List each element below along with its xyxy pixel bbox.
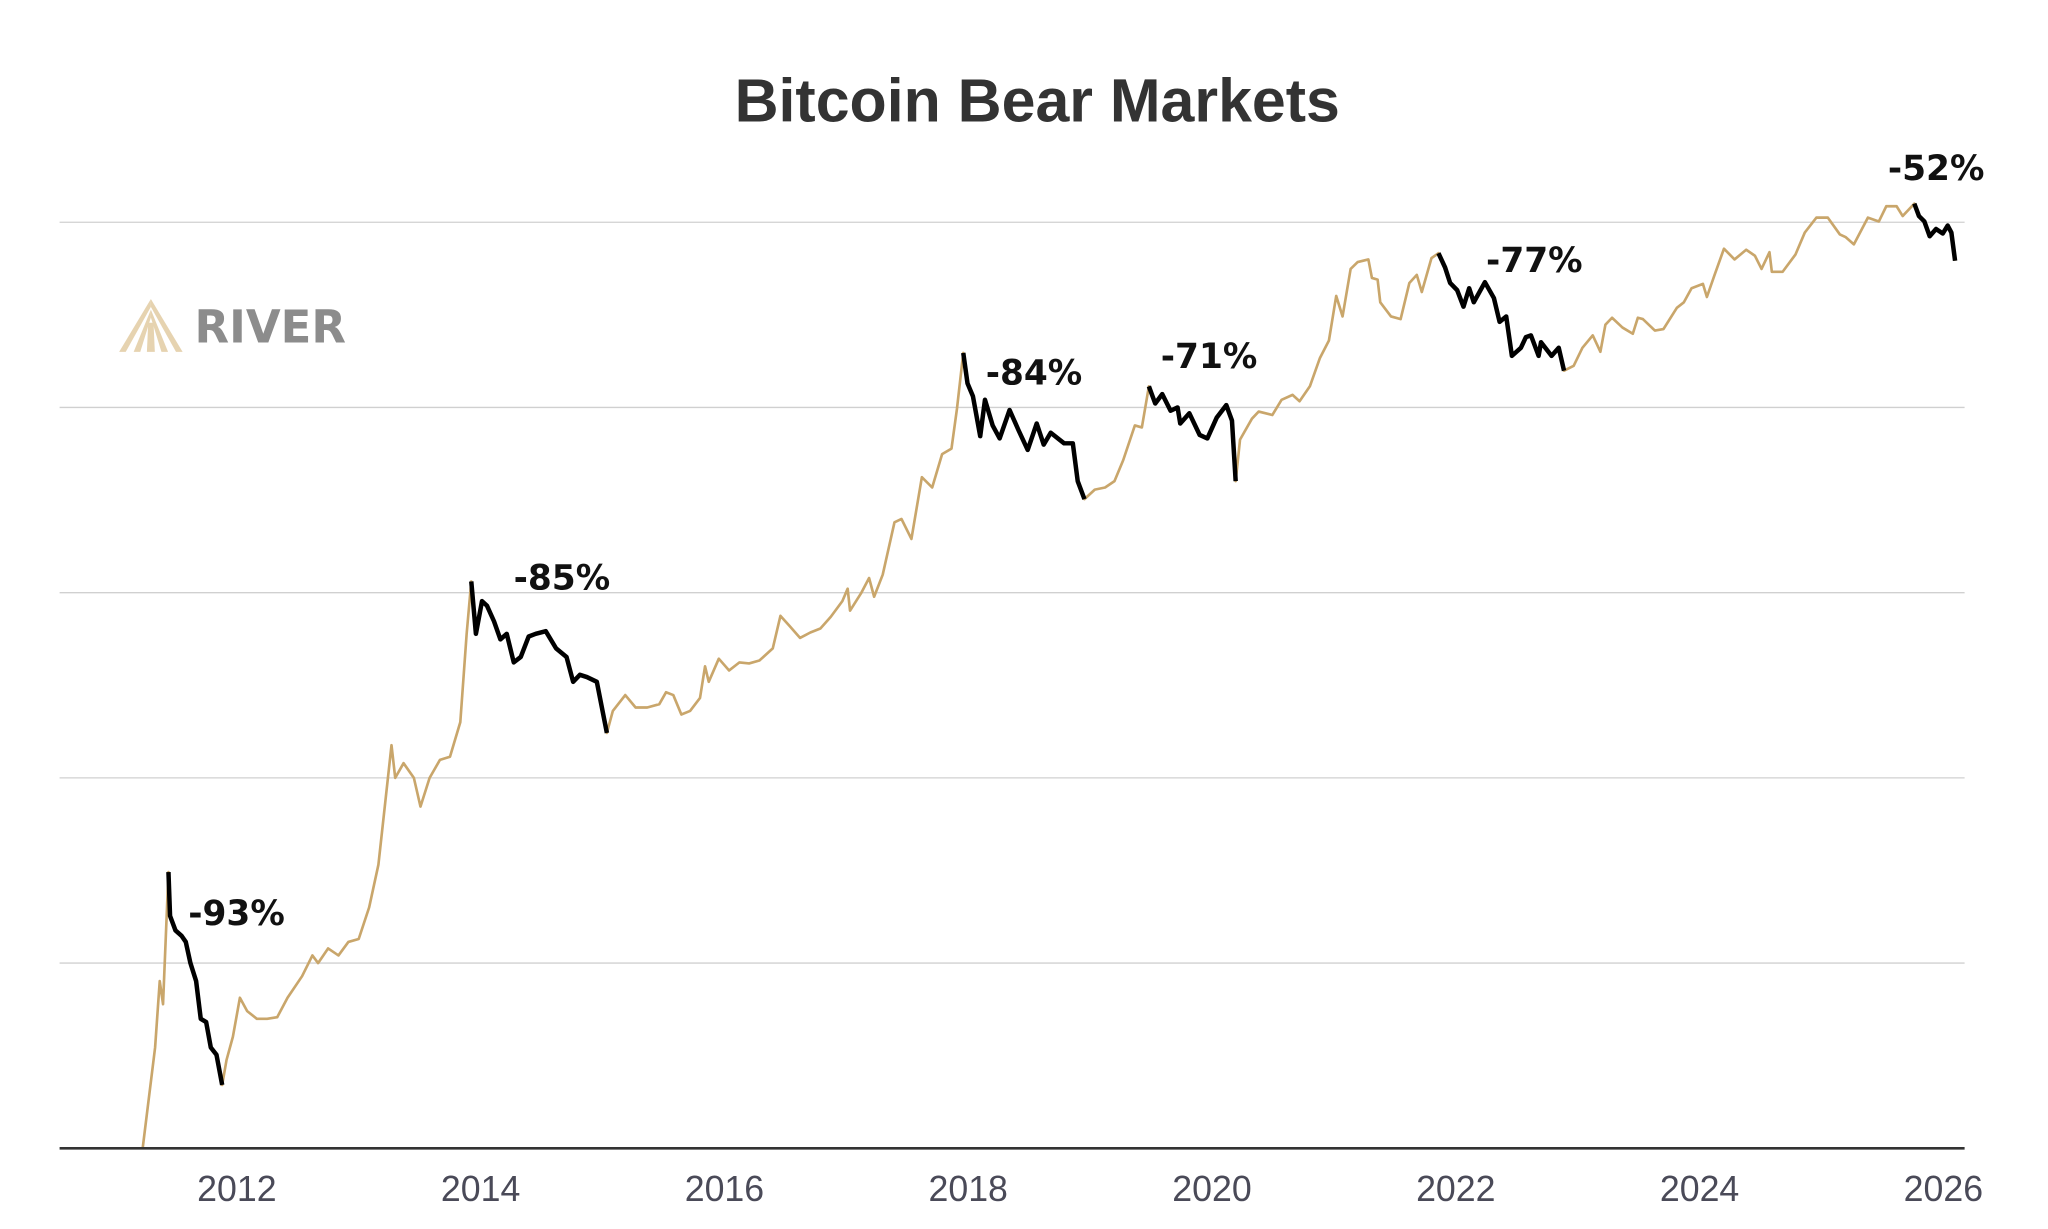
drawdown-label: -77% — [1486, 241, 1583, 281]
gridlines — [59, 221, 1965, 964]
x-axis-ticks: 2012 2014 2016 2018 2020 2022 2024 2026 — [197, 1169, 1983, 1209]
x-tick-label: 2020 — [1172, 1169, 1251, 1209]
x-tick-label: 2016 — [685, 1169, 764, 1209]
bear-market-segment — [166, 871, 225, 1086]
drawdown-label: -84% — [986, 354, 1083, 394]
x-tick-label: 2026 — [1904, 1169, 1983, 1209]
drawdown-label: -85% — [514, 558, 611, 598]
drawdown-labels: -93% -85% -84% -71% -77% -52% — [188, 149, 1984, 934]
bear-market-segment — [1436, 252, 1567, 372]
x-tick-label: 2022 — [1416, 1169, 1495, 1209]
bear-market-segment — [469, 581, 610, 734]
bear-market-segment — [1912, 202, 1958, 262]
x-tick-label: 2018 — [929, 1169, 1008, 1209]
drawdown-label: -71% — [1161, 337, 1258, 377]
x-tick-label: 2012 — [197, 1169, 276, 1209]
river-logo-text: RIVER — [195, 301, 347, 354]
chart-title: Bitcoin Bear Markets — [735, 67, 1340, 135]
bear-market-segment — [1146, 385, 1238, 482]
river-logo-icon — [119, 298, 183, 352]
drawdown-label: -52% — [1888, 149, 1985, 189]
x-tick-label: 2024 — [1660, 1169, 1739, 1209]
bear-market-segment — [961, 352, 1087, 500]
price-lines — [141, 202, 1958, 1149]
price-line — [141, 202, 1957, 1149]
drawdown-label: -93% — [188, 894, 285, 934]
x-tick-label: 2014 — [441, 1169, 520, 1209]
river-logo: RIVER — [119, 298, 347, 354]
